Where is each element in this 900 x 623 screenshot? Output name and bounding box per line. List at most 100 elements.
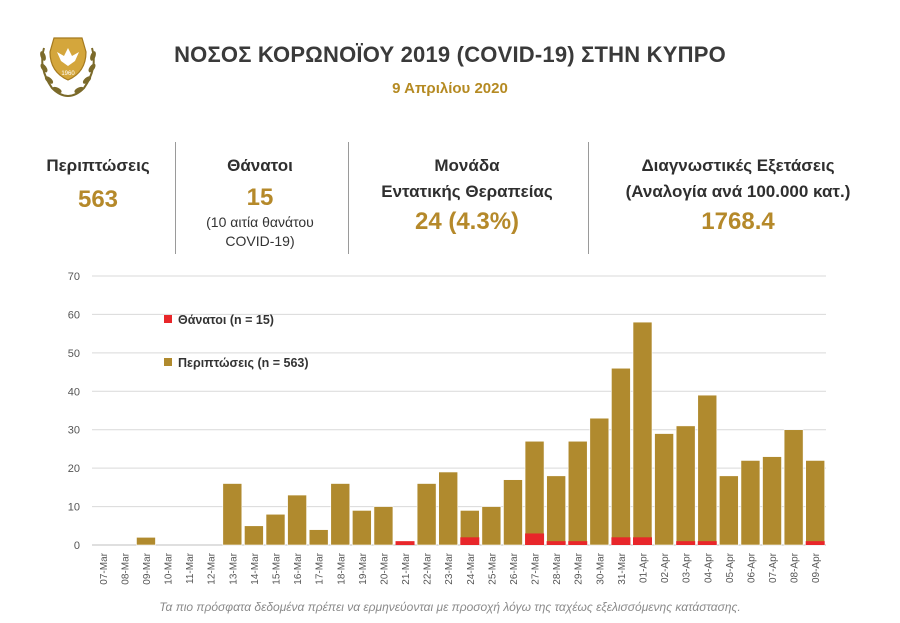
page-title: ΝΟΣΟΣ ΚΟΡΩΝΟΪΟΥ 2019 (COVID-19) ΣΤΗΝ ΚΥΠ… [174,42,726,67]
y-tick-label: 20 [68,463,80,475]
stat-deaths-label: Θάνατοι [227,156,293,175]
legend-label: Περιπτώσεις (n = 563) [178,356,309,370]
x-tick-label: 20-Mar [379,552,390,584]
bar-cases [373,506,394,546]
x-tick-label: 12-Mar [207,552,218,584]
x-tick-label: 31-Mar [617,552,628,584]
bar-cases [546,475,566,546]
footnote: Τα πιο πρόσφατα δεδομένα πρέπει να ερμην… [159,600,741,614]
stat-tests-label-line1: Διαγνωστικές Εξετάσεις [641,156,835,175]
stat-cases-value: 563 [77,186,119,213]
y-tick-label: 40 [68,386,80,398]
coat-of-arms-emblem: 1960 [30,28,106,104]
bar-deaths [611,537,631,545]
x-tick-label: 09-Mar [142,552,153,584]
x-tick-label: 03-Apr [682,552,693,583]
bar-cases [308,529,329,546]
stat-deaths-note-line2: COVID-19) [225,233,295,249]
stat-deaths: Θάνατοι 15 (10 αιτία θανάτου COVID-19) [180,153,340,251]
stat-divider [348,142,349,254]
stat-tests: Διαγνωστικές Εξετάσεις (Αναλογία ανά 100… [598,153,878,237]
stat-tests-value: 1768.4 [701,208,775,235]
bar-cases [222,483,243,546]
y-tick-label: 70 [68,271,80,283]
x-tick-label: 27-Mar [531,552,542,584]
x-tick-label: 02-Apr [660,552,671,583]
bar-cases [438,471,459,546]
bar-cases [719,475,739,546]
x-tick-label: 28-Mar [552,552,563,584]
y-tick-label: 60 [68,309,80,321]
bar-cases [740,460,761,546]
bar-deaths [633,537,652,545]
x-tick-label: 22-Mar [423,552,434,584]
bar-cases [244,525,264,546]
emblem-year: 1960 [61,71,75,77]
x-tick-label: 18-Mar [336,552,347,584]
x-tick-label: 30-Mar [595,552,606,584]
stat-deaths-note-line1: (10 αιτία θανάτου [206,214,314,230]
bar-deaths [697,541,717,545]
stat-icu-value: 24 (4.3%) [414,208,520,235]
stat-icu-label-line1: Μονάδα [434,156,500,175]
x-tick-label: 08-Apr [790,552,801,583]
y-tick-label: 0 [74,540,80,552]
bar-cases [330,483,351,546]
bar-cases [567,440,588,546]
x-tick-label: 07-Apr [768,552,779,583]
x-tick-label: 11-Mar [185,552,196,584]
x-tick-label: 23-Mar [444,552,455,584]
bar-cases [416,483,437,546]
stat-cases: Περιπτώσεις 563 [30,153,166,215]
bar-cases [503,479,523,546]
bar-deaths [676,541,696,545]
bar-cases [632,321,653,546]
legend-swatch [164,358,172,366]
bar-cases [352,510,372,546]
bar-deaths [460,537,480,545]
stat-tests-label-line2: (Αναλογία ανά 100.000 κατ.) [625,182,851,201]
x-tick-label: 08-Mar [120,552,131,584]
x-tick-label: 10-Mar [164,552,175,584]
x-tick-label: 24-Mar [466,552,477,584]
bar-deaths [395,541,415,545]
x-tick-label: 07-Mar [99,552,110,584]
legend-swatch [164,315,172,323]
x-tick-label: 21-Mar [401,552,412,584]
x-tick-label: 15-Mar [272,552,283,584]
x-tick-label: 25-Mar [487,552,498,584]
y-tick-label: 10 [68,502,80,514]
x-tick-label: 04-Apr [703,552,714,583]
legend-label: Θάνατοι (n = 15) [178,313,274,327]
x-tick-label: 06-Apr [746,552,757,583]
x-tick-label: 29-Mar [574,552,585,584]
bar-cases [611,367,631,546]
stat-icu: Μονάδα Εντατικής Θεραπείας 24 (4.3%) [352,153,582,237]
stat-divider [175,142,176,254]
report-date: 9 Απριλίου 2020 [392,80,508,97]
stat-icu-label-line2: Εντατικής Θεραπείας [381,182,553,201]
x-tick-label: 26-Mar [509,552,520,584]
bar-deaths [805,541,825,545]
x-tick-label: 16-Mar [293,552,304,584]
bar-cases [762,456,782,546]
bar-deaths [568,541,588,545]
x-tick-label: 05-Apr [725,552,736,583]
bar-cases [265,513,286,546]
y-tick-label: 50 [68,348,80,360]
bar-cases [589,417,610,546]
x-tick-label: 09-Apr [811,552,822,583]
bar-cases [805,460,826,546]
stat-deaths-value: 15 [246,184,274,211]
bar-cases [287,494,307,546]
stat-divider [588,142,589,254]
x-tick-label: 13-Mar [228,552,239,584]
bar-cases [675,425,696,546]
bar-cases [783,429,804,546]
bar-cases [524,440,545,546]
x-tick-label: 19-Mar [358,552,369,584]
x-tick-label: 17-Mar [315,552,326,584]
bar-deaths [525,533,545,545]
bar-cases [136,537,156,546]
daily-cases-chart: 0 10 20 30 40 50 60 70 07-Mar 08-Mar 09-Mar 10-Mar 1… [68,271,826,585]
